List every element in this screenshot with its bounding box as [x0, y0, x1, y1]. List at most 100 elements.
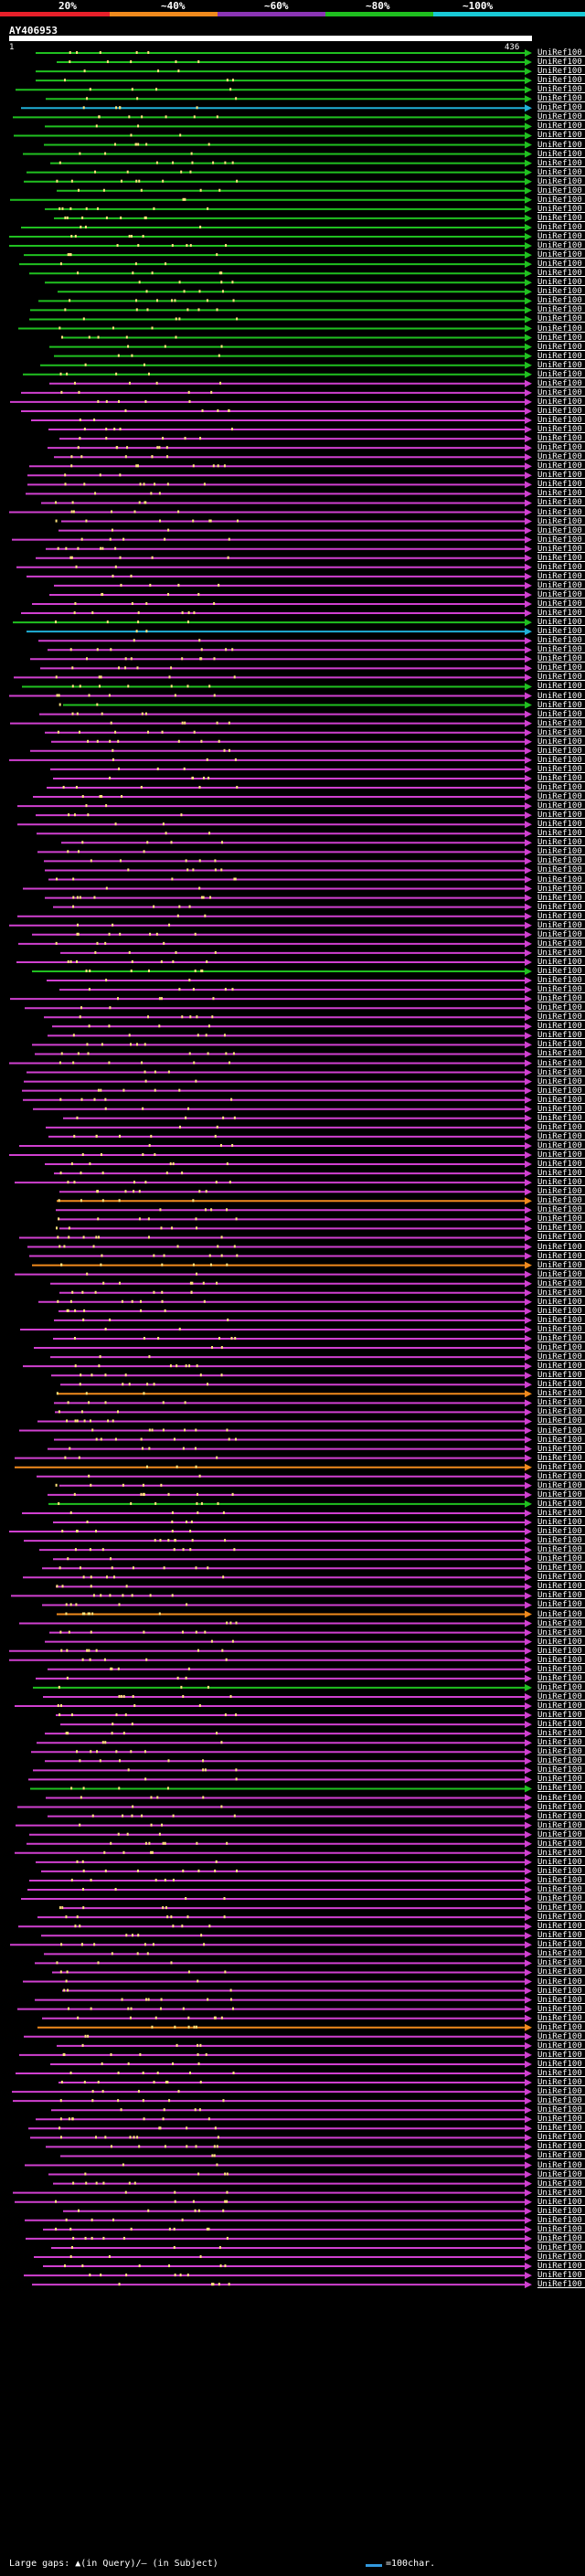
hit-label[interactable]: UniRef100_Q01943 — [537, 663, 585, 673]
hit-label[interactable]: UniRef100_A5CIZ4 — [537, 2115, 585, 2125]
hit-label[interactable]: UniRef100_Q9SB76 — [537, 1067, 585, 1077]
hit-label[interactable]: UniRef100_Q304C4 — [537, 589, 585, 599]
hit-label[interactable]: UniRef100_Q41402 — [537, 957, 585, 967]
hit-label[interactable]: UniRef100_Q9SPM1 — [537, 553, 585, 563]
hit-label[interactable]: UniRef100_Q9S1B6 — [537, 1160, 585, 1170]
hit-label[interactable]: UniRef100_Q4FPSX — [537, 213, 585, 223]
hit-label[interactable]: UniRef100_Q14599 — [537, 351, 585, 361]
hit-label[interactable]: UniRef100_Q9M8P7 — [537, 94, 585, 104]
hit-label[interactable]: UniRef100_Q94ES8 — [537, 48, 585, 58]
hit-label[interactable]: UniRef100_Q1LQ87 — [537, 2133, 585, 2143]
hit-label[interactable]: UniRef100_A5G2P3 — [537, 1260, 585, 1270]
hit-label[interactable]: UniRef100_Q9SBM1 — [537, 1113, 585, 1123]
hit-label[interactable]: UniRef100_A6QN39 — [537, 2280, 585, 2290]
hit-label[interactable]: UniRef100_Q4JSV3 — [537, 1480, 585, 1490]
hit-label[interactable]: UniRef100_Q9XH36 — [537, 838, 585, 848]
hit-label[interactable]: UniRef100_Q9SYP0 — [537, 416, 585, 425]
hit-label[interactable]: UniRef100_Q94ES7 — [537, 67, 585, 77]
hit-label[interactable]: UniRef100_Q0Z300 — [537, 1765, 585, 1776]
hit-label[interactable]: UniRef100_C1FQ4E — [537, 1655, 585, 1665]
hit-label[interactable]: UniRef100_Q41645 — [537, 1140, 585, 1150]
hit-label[interactable]: UniRef100_Q4Y9A5 — [537, 562, 585, 572]
hit-label[interactable]: UniRef100_Q94CS5 — [537, 1637, 585, 1647]
hit-label[interactable]: UniRef100_UP1000... — [537, 746, 585, 756]
hit-label[interactable]: UniRef100_A5G2N7 — [537, 1682, 585, 1692]
hit-label[interactable]: UniRef100_Q9LRX3 — [537, 1131, 585, 1141]
hit-label[interactable]: UniRef100_B9MV19 — [537, 2178, 585, 2189]
hit-label[interactable]: UniRef100_B9GWE9 — [537, 2096, 585, 2106]
hit-label[interactable]: UniRef100_Q8LK85 — [537, 1058, 585, 1068]
hit-label[interactable]: UniRef100_C3VPW6 — [537, 260, 585, 270]
hit-label[interactable]: UniRef100_Q4PSF3 — [537, 1875, 585, 1885]
hit-label[interactable]: UniRef100_Q9TGL6 — [537, 884, 585, 894]
hit-label[interactable]: UniRef100_Q48899 — [537, 773, 585, 783]
hit-label[interactable]: UniRef100_Q6Z6R8 — [537, 1573, 585, 1583]
hit-label[interactable]: UniRef100_Q44402 — [537, 387, 585, 398]
hit-label[interactable]: UniRef100_Q9S5J5 — [537, 709, 585, 719]
hit-label[interactable]: UniRef100_Q9LJ64 — [537, 434, 585, 444]
hit-label[interactable]: UniRef100_Q94ES2 — [537, 682, 585, 692]
hit-label[interactable]: UniRef100_Q39Z33 — [537, 580, 585, 590]
hit-label[interactable]: UniRef100_Q9FS46 — [537, 186, 585, 196]
hit-label[interactable]: UniRef100_B9H8V2 — [537, 599, 585, 609]
hit-label[interactable]: UniRef100_Q4AZU1 — [537, 1775, 585, 1785]
hit-label[interactable]: UniRef100_Q1PDU7 — [537, 1894, 585, 1904]
hit-label[interactable]: UniRef100_B9GWH6 — [537, 627, 585, 637]
hit-label[interactable]: UniRef100_C5Y7V9 — [537, 2160, 585, 2170]
hit-label[interactable]: UniRef100_B9S4E1 — [537, 2050, 585, 2060]
hit-label[interactable]: UniRef100_Q0WTQ0 — [537, 1278, 585, 1288]
hit-label[interactable]: UniRef100_Q39864 — [537, 305, 585, 315]
hit-label[interactable]: UniRef100_Q39949 — [537, 204, 585, 214]
hit-label[interactable]: UniRef100_Q9FG07 — [537, 737, 585, 747]
hit-label[interactable]: UniRef100_B9HDK4 — [537, 1545, 585, 1555]
hit-label[interactable]: UniRef100_Q43586 — [537, 1967, 585, 1977]
hit-label[interactable]: UniRef100_B9HBD6 — [537, 1297, 585, 1307]
hit-label[interactable]: UniRef100_B7FK12 — [537, 1224, 585, 1234]
hit-label[interactable]: UniRef100_B4FHN1 — [537, 2271, 585, 2281]
hit-label[interactable]: UniRef100_UP1000... — [537, 1609, 585, 1619]
hit-label[interactable]: UniRef100_B1Z6R9 — [537, 2242, 585, 2253]
hit-label[interactable]: UniRef100_Q39865 — [537, 443, 585, 453]
hit-label[interactable]: UniRef100_Q01945 — [537, 1352, 585, 1362]
hit-label[interactable]: UniRef100_P13983 — [537, 1104, 585, 1114]
hit-label[interactable]: UniRef100_Q8LKX5 — [537, 525, 585, 535]
hit-label[interactable]: UniRef100_B9IRD8 — [537, 516, 585, 526]
hit-label[interactable]: UniRef100_Q9Q8A4 — [537, 948, 585, 958]
hit-label[interactable]: UniRef100_Q9LE12 — [537, 1811, 585, 1821]
hit-label[interactable]: UniRef100_C0MF38 — [537, 2224, 585, 2234]
hit-label[interactable]: UniRef100_A5G2N3 — [537, 2013, 585, 2023]
hit-label[interactable]: UniRef100_Q8RNZ5 — [537, 1582, 585, 1592]
hit-label[interactable]: UniRef100_B7QF48 — [537, 1848, 585, 1858]
hit-label[interactable]: UniRef100_Q9FUR5 — [537, 1518, 585, 1527]
hit-label[interactable]: UniRef100_UP1000... — [537, 929, 585, 939]
hit-label[interactable]: UniRef100_C4IYP5 — [537, 875, 585, 885]
hit-label[interactable]: UniRef100_Q63609 — [537, 342, 585, 352]
hit-label[interactable]: UniRef100_Q9FG06 — [537, 902, 585, 912]
hit-label[interactable]: UniRef100_Q9M1S9 — [537, 820, 585, 830]
hit-label[interactable]: UniRef100_Q43151 — [537, 1591, 585, 1601]
hit-label[interactable]: UniRef100_B9GF15 — [537, 544, 585, 554]
hit-label[interactable]: UniRef100_Q019M7 — [537, 1288, 585, 1298]
hit-label[interactable]: UniRef100_Q5WKC7 — [537, 1673, 585, 1683]
hit-label[interactable]: UniRef100_B9GSV6 — [537, 994, 585, 1004]
hit-label[interactable]: UniRef100_B9NTQ0 — [537, 1233, 585, 1243]
hit-label[interactable]: UniRef100_Q65375 — [537, 976, 585, 986]
hit-label[interactable]: UniRef100_A5G2M4 — [537, 2041, 585, 2051]
hit-label[interactable]: UniRef100_Q9LXL9 — [537, 471, 585, 481]
hit-label[interactable]: UniRef100_C5ZMP4 — [537, 1600, 585, 1610]
hit-label[interactable]: UniRef100_Q23370 — [537, 1986, 585, 1996]
hit-label[interactable]: UniRef100_P9S599 — [537, 241, 585, 251]
hit-label[interactable]: UniRef100_Q94ES4 — [537, 167, 585, 177]
hit-label[interactable]: UniRef100_A5B476 — [537, 1169, 585, 1179]
hit-label[interactable]: UniRef100_Q5VR46 — [537, 1536, 585, 1546]
hit-label[interactable]: UniRef100_Q93Q83 — [537, 131, 585, 141]
hit-label[interactable]: UniRef100_Q9FUR7 — [537, 1471, 585, 1481]
hit-label[interactable]: UniRef100_Q59741 — [537, 1738, 585, 1748]
hit-label[interactable]: UniRef100_P93797 — [537, 1829, 585, 1839]
hit-label[interactable]: UniRef100_Q43687 — [537, 425, 585, 435]
hit-label[interactable]: UniRef100_Q7FL27 — [537, 1802, 585, 1812]
hit-label[interactable]: UniRef100_B8B832 — [537, 1913, 585, 1923]
hit-label[interactable]: UniRef100_UP1000... — [537, 1076, 585, 1087]
hit-label[interactable]: UniRef100_Q39600 — [537, 360, 585, 370]
hit-label[interactable]: UniRef100_UP1000... — [537, 1362, 585, 1372]
